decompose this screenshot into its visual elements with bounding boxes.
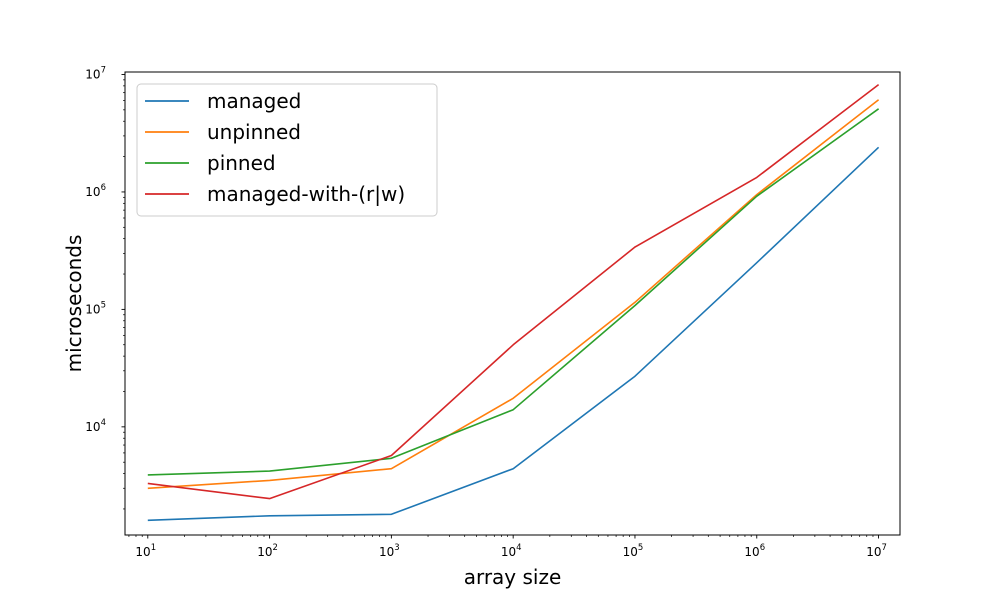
y-axis-ticks: 104 105 106 107 [85,65,125,510]
series-lines [147,83,880,522]
y-tick-label: 107 [85,65,106,81]
series-line-managed-with-r-w [147,83,880,500]
plot-frame [124,71,901,536]
series-line-managed [147,146,880,522]
x-tick-label: 106 [744,543,765,559]
x-axis-label: array size [464,565,562,589]
x-tick-label: 101 [135,543,156,559]
legend-label-managed: managed [207,89,301,113]
x-tick-label: 103 [379,543,400,559]
series-line-unpinned [147,99,880,490]
x-tick-label: 102 [257,543,278,559]
legend-box [136,83,438,217]
x-tick-label: 104 [501,543,522,559]
legend-label-managed-with-r-w: managed-with-(r|w) [207,182,405,206]
y-axis-label: microseconds [62,235,86,373]
legend-label-unpinned: unpinned [207,120,301,144]
y-tick-label: 106 [85,183,106,199]
y-tick-label: 105 [85,300,106,316]
series-line-pinned [147,108,880,476]
legend: managed unpinned pinned managed-with-(r|w) [136,83,438,217]
y-tick-label: 104 [85,418,106,434]
legend-label-pinned: pinned [207,151,276,175]
x-tick-label: 107 [866,543,887,559]
x-tick-label: 105 [623,543,644,559]
x-axis-ticks: 101 102 103 104 105 106 107 [128,535,887,559]
